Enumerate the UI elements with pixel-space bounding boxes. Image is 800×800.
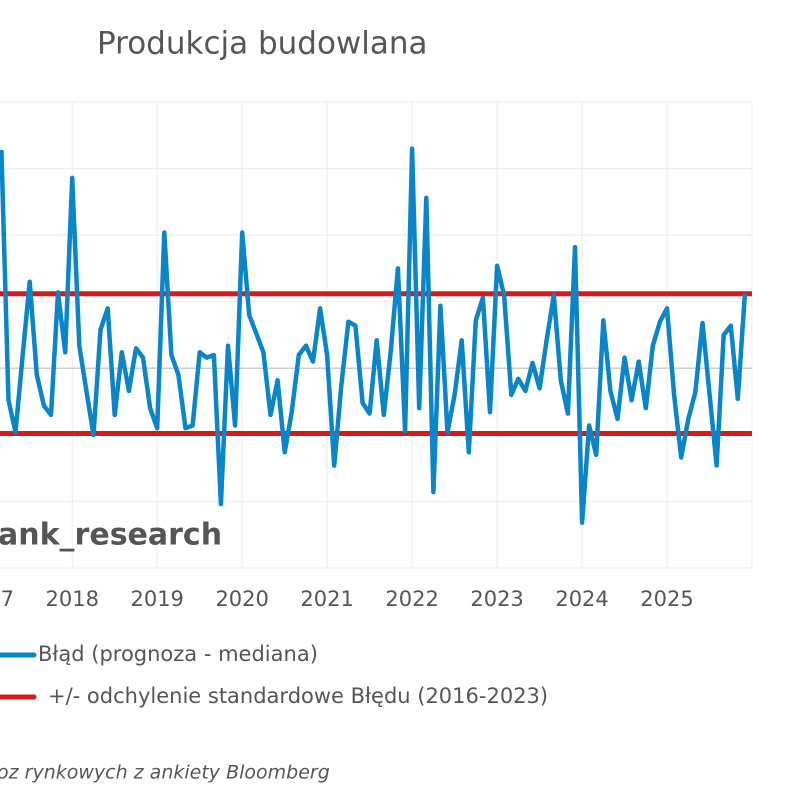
data-line bbox=[0, 146, 748, 525]
footer-note: oz rynkowych z ankiety Bloomberg bbox=[0, 762, 330, 784]
legend-label: Błąd (prognoza - mediana) bbox=[38, 642, 318, 666]
x-tick-label: 2024 bbox=[555, 587, 608, 611]
watermark: ank_research bbox=[0, 518, 222, 553]
x-tick-label: 2019 bbox=[130, 587, 183, 611]
x-tick-label: 2018 bbox=[45, 587, 98, 611]
chart-title: Produkcja budowlana bbox=[97, 26, 428, 62]
x-tick-label: 2017 bbox=[0, 587, 14, 611]
x-tick-label: 2020 bbox=[215, 587, 268, 611]
x-tick-label: 2022 bbox=[385, 587, 438, 611]
x-tick-label: 2025 bbox=[640, 587, 693, 611]
legend-label: +/- odchylenie standardowe Błędu (2016-2… bbox=[48, 684, 548, 708]
x-tick-label: 2023 bbox=[470, 587, 523, 611]
x-tick-label: 2021 bbox=[300, 587, 353, 611]
